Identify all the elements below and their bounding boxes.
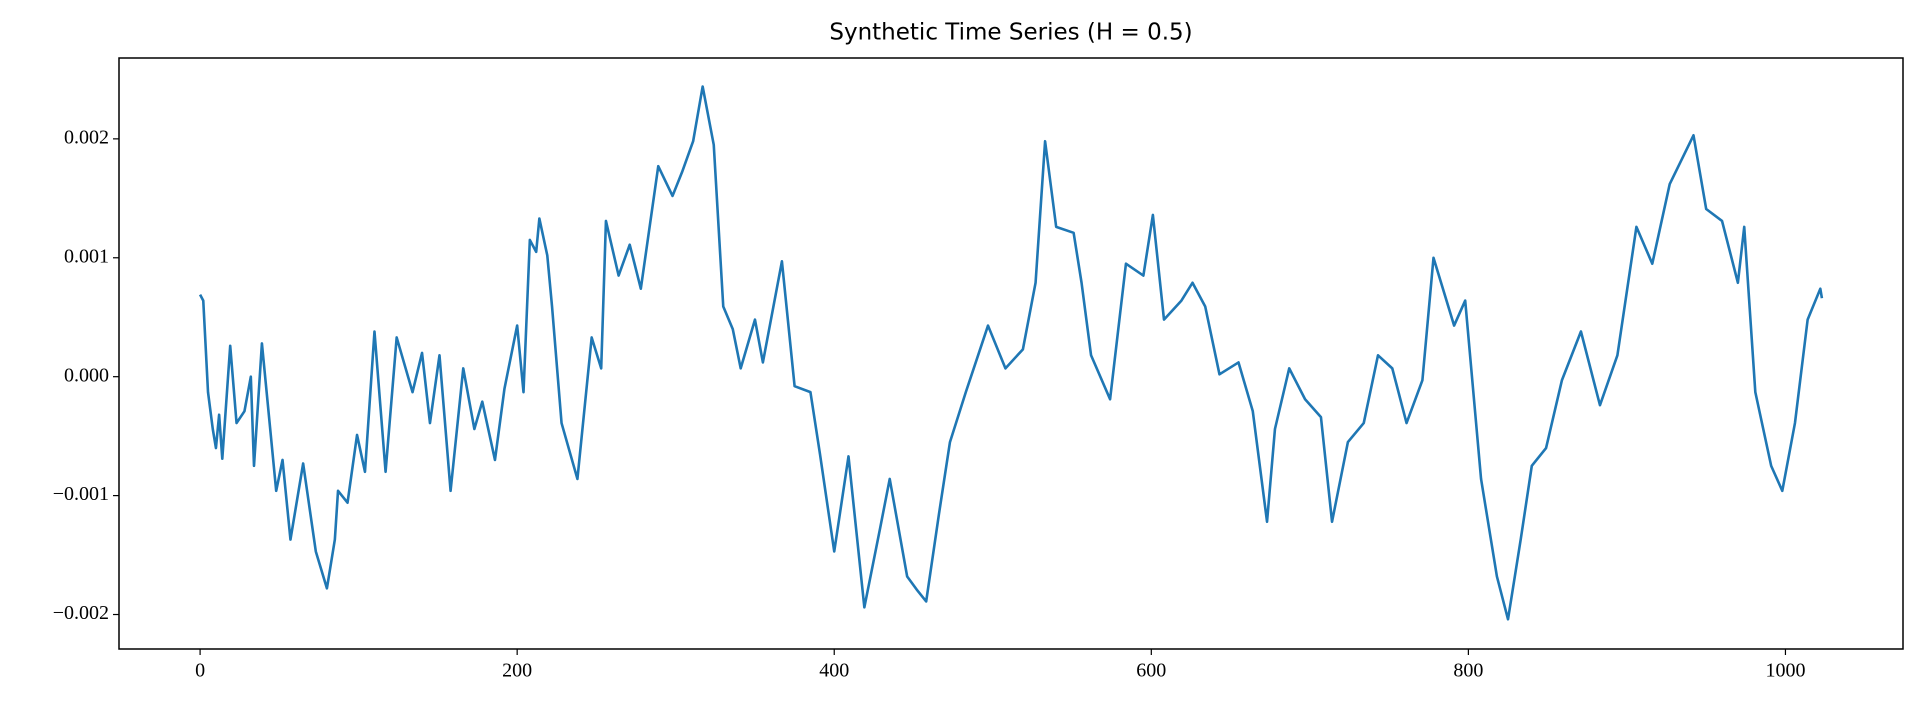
y-tick-label: 0.000 — [64, 364, 109, 386]
y-tick-label: −0.002 — [53, 602, 109, 624]
x-tick-label: 600 — [1136, 660, 1166, 682]
series-line — [198, 85, 1824, 621]
plot-frame — [118, 57, 1904, 650]
y-tick-label: −0.001 — [53, 483, 109, 505]
x-tick-label: 0 — [195, 660, 205, 682]
y-tick-label: 0.001 — [64, 245, 109, 267]
x-tick-label: 400 — [819, 660, 849, 682]
chart-title: Synthetic Time Series (H = 0.5) — [829, 20, 1192, 46]
x-tick-label: 1000 — [1765, 660, 1805, 682]
x-tick-label: 200 — [502, 660, 532, 682]
y-tick-label: 0.002 — [64, 126, 109, 148]
x-tick-label: 800 — [1453, 660, 1483, 682]
